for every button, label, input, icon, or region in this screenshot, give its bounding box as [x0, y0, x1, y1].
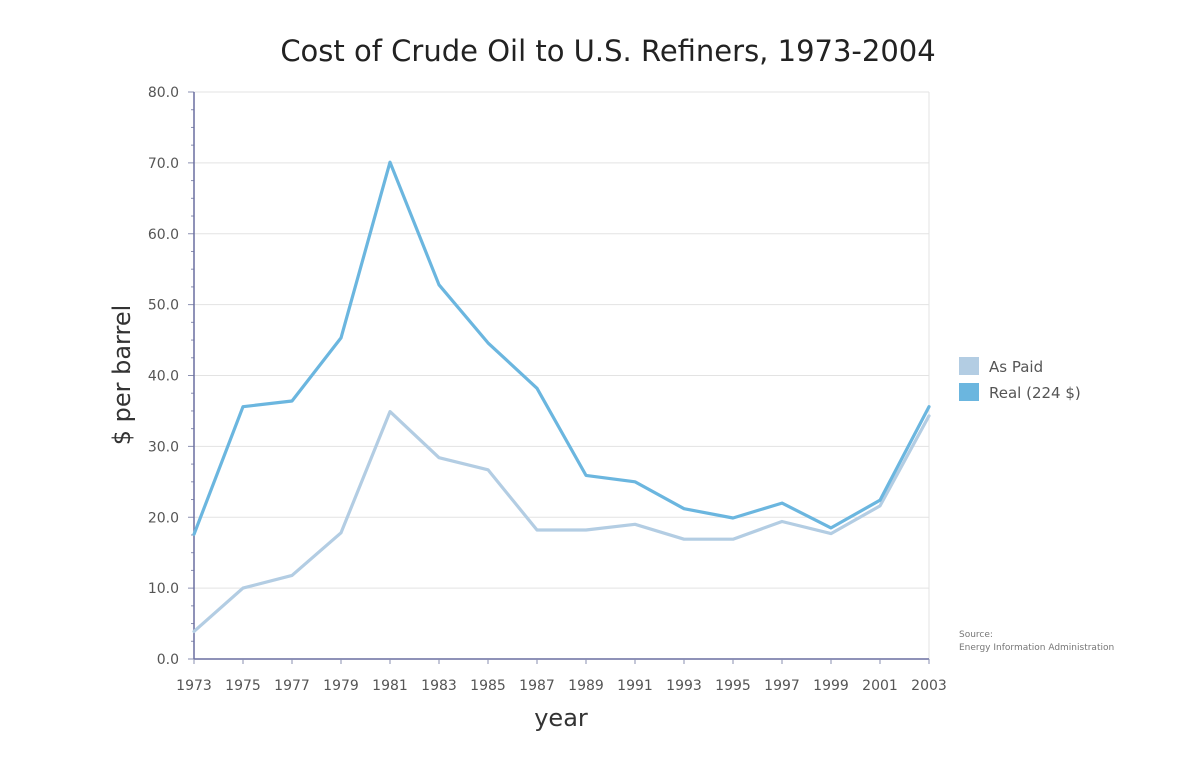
y-tick-label: 0.0	[157, 652, 179, 668]
y-tick-label: 70.0	[148, 156, 179, 172]
x-tick-label: 1989	[568, 678, 604, 694]
x-tick-label: 1987	[519, 678, 555, 694]
x-tick-label: 2001	[862, 678, 898, 694]
y-tick-label: 50.0	[148, 298, 179, 314]
x-tick-label: 1991	[617, 678, 653, 694]
tick-labels: 0.0 10.0 20.0 30.0 40.0 50.0 60.0 70.0 80.0 1973 1…	[148, 85, 947, 694]
legend-swatch	[959, 383, 979, 401]
x-tick-label: 1993	[666, 678, 702, 694]
series-line-real	[192, 160, 931, 536]
y-tick-label: 80.0	[148, 85, 179, 101]
legend: As Paid Real (224 $)	[959, 357, 1081, 402]
axes	[188, 91, 930, 664]
x-tick-label: 1997	[764, 678, 800, 694]
y-tick-label: 30.0	[148, 439, 179, 455]
y-tick-label: 10.0	[148, 581, 179, 597]
x-tick-label: 1977	[274, 678, 310, 694]
legend-swatch	[959, 357, 979, 375]
x-axis-title: year	[534, 704, 588, 732]
x-tick-label: 1979	[323, 678, 359, 694]
x-tick-label: 1981	[372, 678, 408, 694]
x-tick-label: 1999	[813, 678, 849, 694]
y-axis-title: $ per barrel	[108, 305, 136, 446]
data-series	[192, 160, 931, 634]
x-tick-label: 1973	[176, 678, 212, 694]
source-label: Source:	[959, 630, 993, 640]
y-tick-label: 20.0	[148, 510, 179, 526]
x-tick-label: 1995	[715, 678, 751, 694]
y-tick-label: 60.0	[148, 227, 179, 243]
x-tick-label: 1985	[470, 678, 506, 694]
series-line-as-paid	[192, 410, 931, 634]
source-text: Energy Information Administration	[959, 643, 1114, 653]
legend-label: As Paid	[989, 358, 1043, 376]
grid-lines	[194, 91, 930, 659]
x-tick-label: 2003	[911, 678, 947, 694]
y-tick-label: 40.0	[148, 369, 179, 385]
x-tick-label: 1975	[225, 678, 261, 694]
x-tick-label: 1983	[421, 678, 457, 694]
legend-label: Real (224 $)	[989, 384, 1081, 402]
chart-title: Cost of Crude Oil to U.S. Refiners, 1973…	[280, 34, 935, 68]
